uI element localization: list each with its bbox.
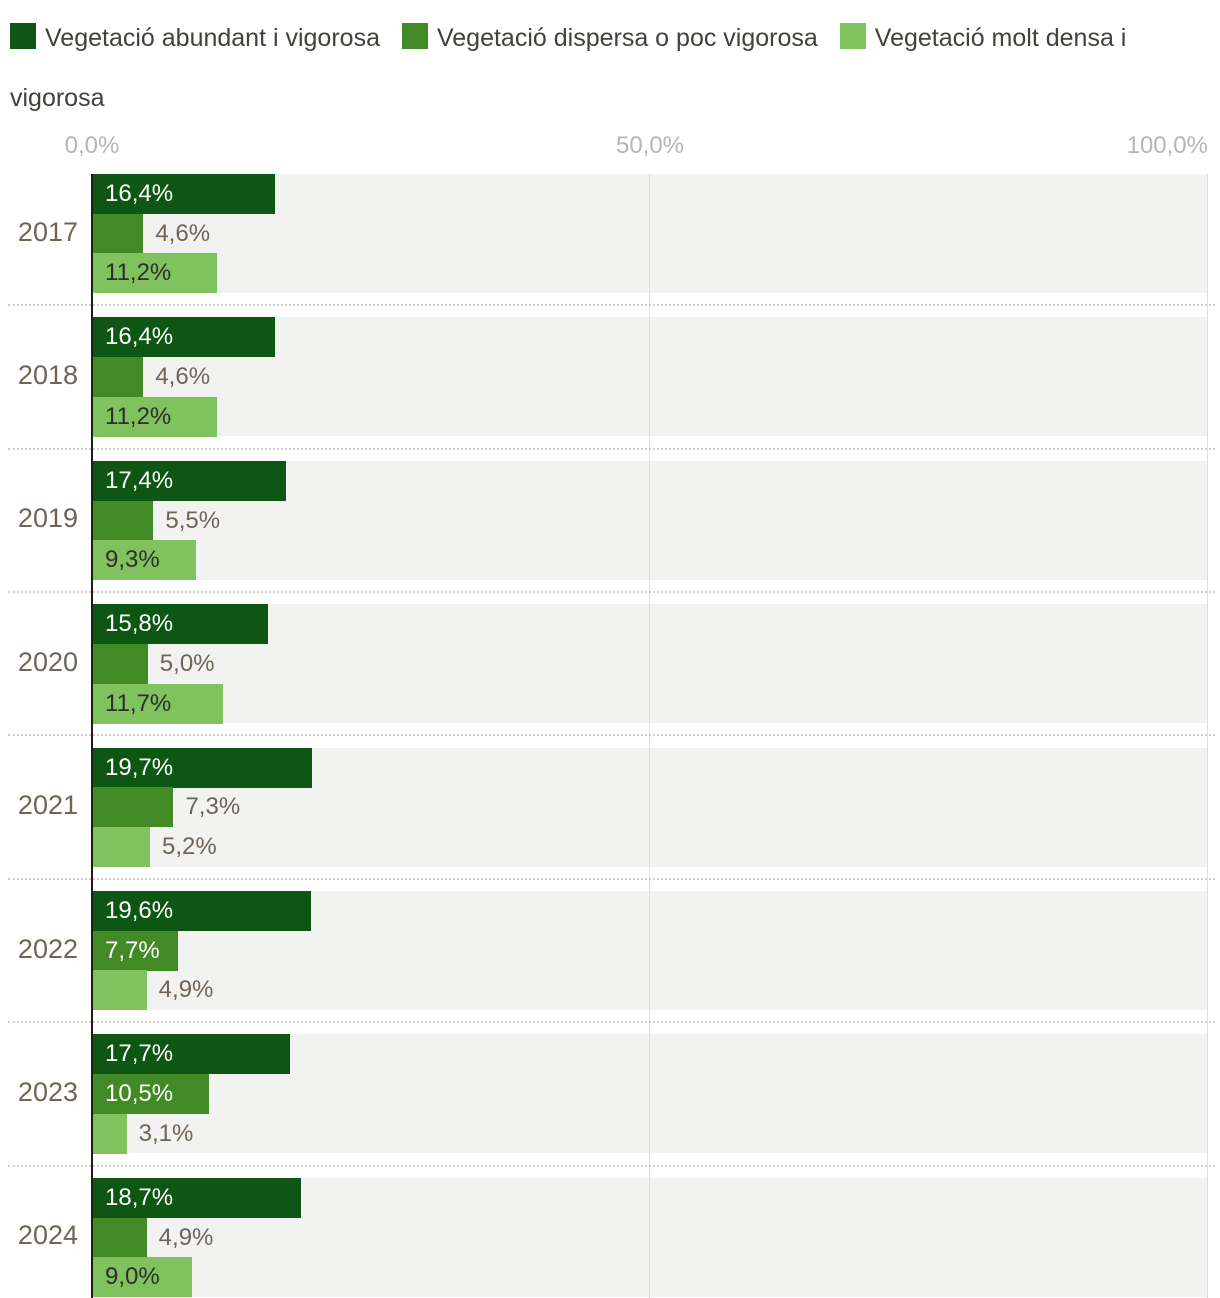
axis-line bbox=[91, 174, 93, 1298]
bar-value-label: 10,5% bbox=[105, 1080, 174, 1108]
bar-value-label: 5,0% bbox=[159, 649, 215, 677]
bar-value-label: 5,2% bbox=[162, 833, 217, 860]
category-label: 2022 bbox=[17, 933, 78, 964]
bar-value-label: 7,7% bbox=[105, 936, 160, 964]
bar-segment bbox=[92, 396, 217, 437]
category-label: 2023 bbox=[17, 1076, 78, 1107]
bar-value-label: 11,2% bbox=[105, 259, 172, 287]
row-background bbox=[92, 604, 1208, 724]
bar-value-label: 19,7% bbox=[105, 753, 174, 781]
legend-swatch-molt-densa bbox=[839, 23, 866, 49]
bar-segment bbox=[92, 253, 217, 294]
bar-value-label: 4,6% bbox=[155, 219, 211, 247]
bar-value-label: 5,5% bbox=[165, 506, 221, 534]
legend-item: Vegetació abundant i vigorosa bbox=[10, 23, 380, 52]
bar-value-label: 15,8% bbox=[105, 610, 174, 638]
legend-label: Vegetació molt densa i vigorosa bbox=[10, 24, 1127, 112]
row-separator bbox=[8, 734, 1215, 737]
category-label: 2020 bbox=[17, 646, 78, 677]
bar-segment bbox=[92, 174, 276, 215]
category-label: 2021 bbox=[17, 790, 78, 821]
legend-swatch-dispersa bbox=[401, 23, 428, 49]
bar-segment bbox=[92, 460, 287, 501]
bar-segment bbox=[92, 500, 154, 541]
bar-segment bbox=[92, 604, 269, 645]
bar-value-label: 9,3% bbox=[105, 546, 160, 574]
bar-value-label: 3,1% bbox=[138, 1119, 194, 1147]
row-separator bbox=[8, 590, 1215, 593]
category-label: 2019 bbox=[17, 503, 78, 534]
legend-item: Vegetació molt densa i vigorosa bbox=[10, 23, 1127, 112]
row-separator bbox=[8, 447, 1215, 450]
bar-value-label: 18,7% bbox=[105, 1183, 174, 1211]
category-label: 2017 bbox=[17, 216, 78, 247]
row-separator bbox=[8, 304, 1215, 307]
bar-segment bbox=[92, 540, 196, 581]
bar-value-label: 4,6% bbox=[155, 363, 211, 391]
bar-segment bbox=[92, 1217, 147, 1258]
bar-segment bbox=[92, 970, 147, 1011]
bar-value-label: 16,4% bbox=[105, 180, 174, 207]
bar-segment bbox=[92, 213, 144, 254]
bar-segment bbox=[92, 891, 311, 932]
bar-value-label: 11,7% bbox=[105, 689, 172, 717]
row-separator bbox=[8, 1021, 1215, 1024]
legend-label: Vegetació dispersa o poc vigorosa bbox=[436, 24, 818, 52]
legend-label: Vegetació abundant i vigorosa bbox=[45, 24, 380, 52]
axis-tick-label: 50,0% bbox=[615, 132, 685, 159]
bar-segment bbox=[92, 1034, 290, 1075]
bar-value-label: 19,6% bbox=[105, 897, 174, 924]
bar-segment bbox=[92, 930, 178, 971]
bar-segment bbox=[92, 747, 312, 788]
row-separator bbox=[8, 877, 1215, 880]
legend-item: Vegetació dispersa o poc vigorosa bbox=[401, 23, 818, 52]
bar-value-label: 17,7% bbox=[105, 1040, 174, 1068]
bar-value-label: 16,4% bbox=[105, 323, 174, 351]
bar-segment bbox=[92, 1074, 210, 1115]
bar-segment bbox=[92, 683, 223, 724]
bar-value-label: 9,0% bbox=[105, 1263, 160, 1291]
bar-value-label: 11,2% bbox=[105, 402, 172, 430]
bar-segment bbox=[92, 317, 276, 358]
bar-segment bbox=[92, 1257, 193, 1298]
row-background bbox=[92, 317, 1208, 437]
bar-value-label: 17,4% bbox=[105, 466, 174, 494]
axis-tick-label: 0,0% bbox=[64, 132, 120, 159]
category-label: 2018 bbox=[17, 359, 78, 390]
bar-segment bbox=[92, 357, 144, 398]
row-separator bbox=[8, 1164, 1215, 1167]
row-background bbox=[92, 174, 1208, 294]
bar-segment bbox=[92, 643, 148, 684]
bar-value-label: 7,3% bbox=[185, 793, 241, 821]
bar-segment bbox=[92, 787, 174, 828]
bar-segment bbox=[92, 827, 151, 868]
bar-segment bbox=[92, 1177, 301, 1218]
legend-swatch-abundant bbox=[10, 23, 36, 49]
bar-value-label: 4,9% bbox=[158, 1223, 214, 1251]
category-label: 2024 bbox=[17, 1220, 78, 1251]
axis-tick-label: 100,0% bbox=[1126, 132, 1208, 159]
chart-legend: Vegetació abundant i vigorosa Vegetació d… bbox=[10, 8, 1210, 128]
bar-value-label: 4,9% bbox=[158, 976, 214, 1004]
bar-segment bbox=[92, 1113, 127, 1154]
